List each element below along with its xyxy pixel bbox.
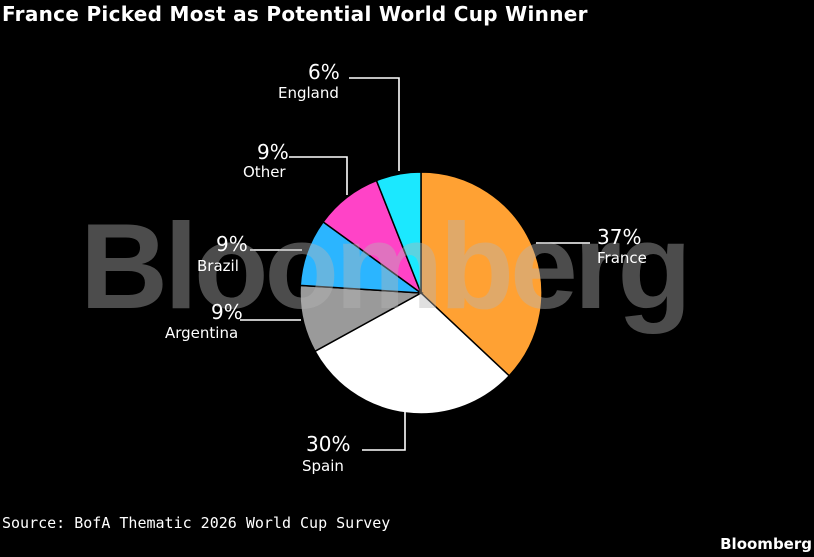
france-name-label: France: [597, 249, 647, 267]
argentina-value-label: 9%: [211, 300, 243, 324]
spain-name-label: Spain: [302, 457, 344, 475]
leader-line-other: [289, 156, 348, 195]
pie-slice-france: [420, 171, 543, 377]
other-name-label: Other: [243, 163, 286, 181]
argentina-name-label: Argentina: [165, 324, 239, 342]
pie-slices: [299, 171, 543, 415]
brazil-name-label: Brazil: [197, 257, 239, 275]
brazil-value-label: 9%: [216, 232, 248, 256]
source-note: Source: BofA Thematic 2026 World Cup Sur…: [2, 514, 391, 532]
chart-title: France Picked Most as Potential World Cu…: [2, 2, 588, 26]
leader-line-spain: [362, 412, 406, 451]
england-value-label: 6%: [308, 60, 340, 84]
pie-slice-spain: [313, 292, 511, 415]
france-value-label: 37%: [597, 225, 642, 249]
leader-line-england: [349, 77, 400, 171]
england-name-label: England: [278, 84, 339, 102]
spain-value-label: 30%: [306, 432, 351, 456]
pie-slice-england: [375, 171, 422, 294]
bloomberg-logo: Bloomberg: [720, 535, 812, 553]
other-value-label: 9%: [257, 140, 289, 164]
leader-lines: [240, 77, 590, 451]
